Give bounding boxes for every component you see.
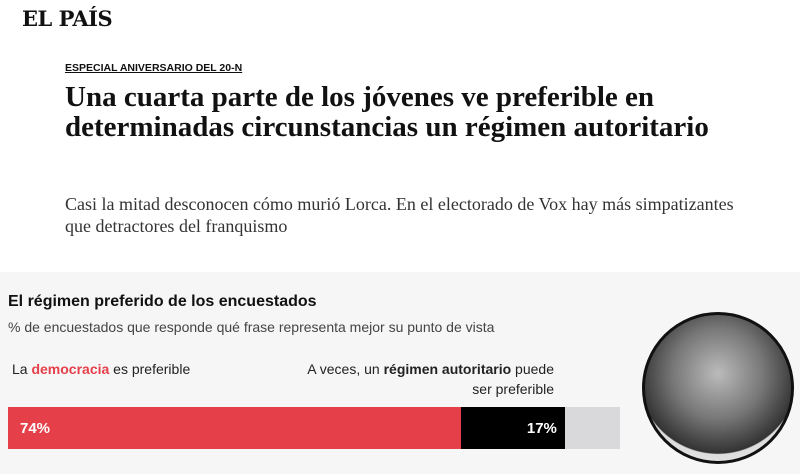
kicker-link[interactable]: ESPECIAL ANIVERSARIO DEL 20-N [65, 62, 243, 74]
portrait-photo [642, 312, 794, 464]
headline: Una cuarta parte de los jóvenes ve prefe… [65, 81, 709, 143]
chart-title: El régimen preferido de los encuestados [8, 293, 317, 310]
label-text: puede ser preferible [472, 361, 554, 397]
bar-segment-2 [564, 407, 620, 449]
bar-value-label: 17% [526, 419, 557, 437]
label-text: La [12, 361, 32, 377]
bar-segment-0: 74% [8, 407, 461, 449]
label-text: es preferible [109, 361, 191, 377]
chart-subtitle: % de encuestados que responde qué frase … [8, 319, 495, 335]
bar-segment-1: 17% [460, 407, 565, 449]
bar-value-label: 74% [20, 419, 51, 437]
label-bold: democracia [31, 361, 110, 377]
el-pais-logo[interactable]: EL PAÍS [22, 6, 113, 31]
label-text: A veces, un [307, 361, 384, 377]
democracy-label: La democracia es preferible [12, 359, 190, 379]
subheadline: Casi la mitad desconocen cómo murió Lorc… [65, 194, 734, 236]
authoritarian-label: A veces, un régimen autoritario puede se… [300, 359, 554, 399]
stacked-bar: 74% 17% [8, 407, 620, 449]
label-bold: régimen autoritario [383, 361, 512, 377]
